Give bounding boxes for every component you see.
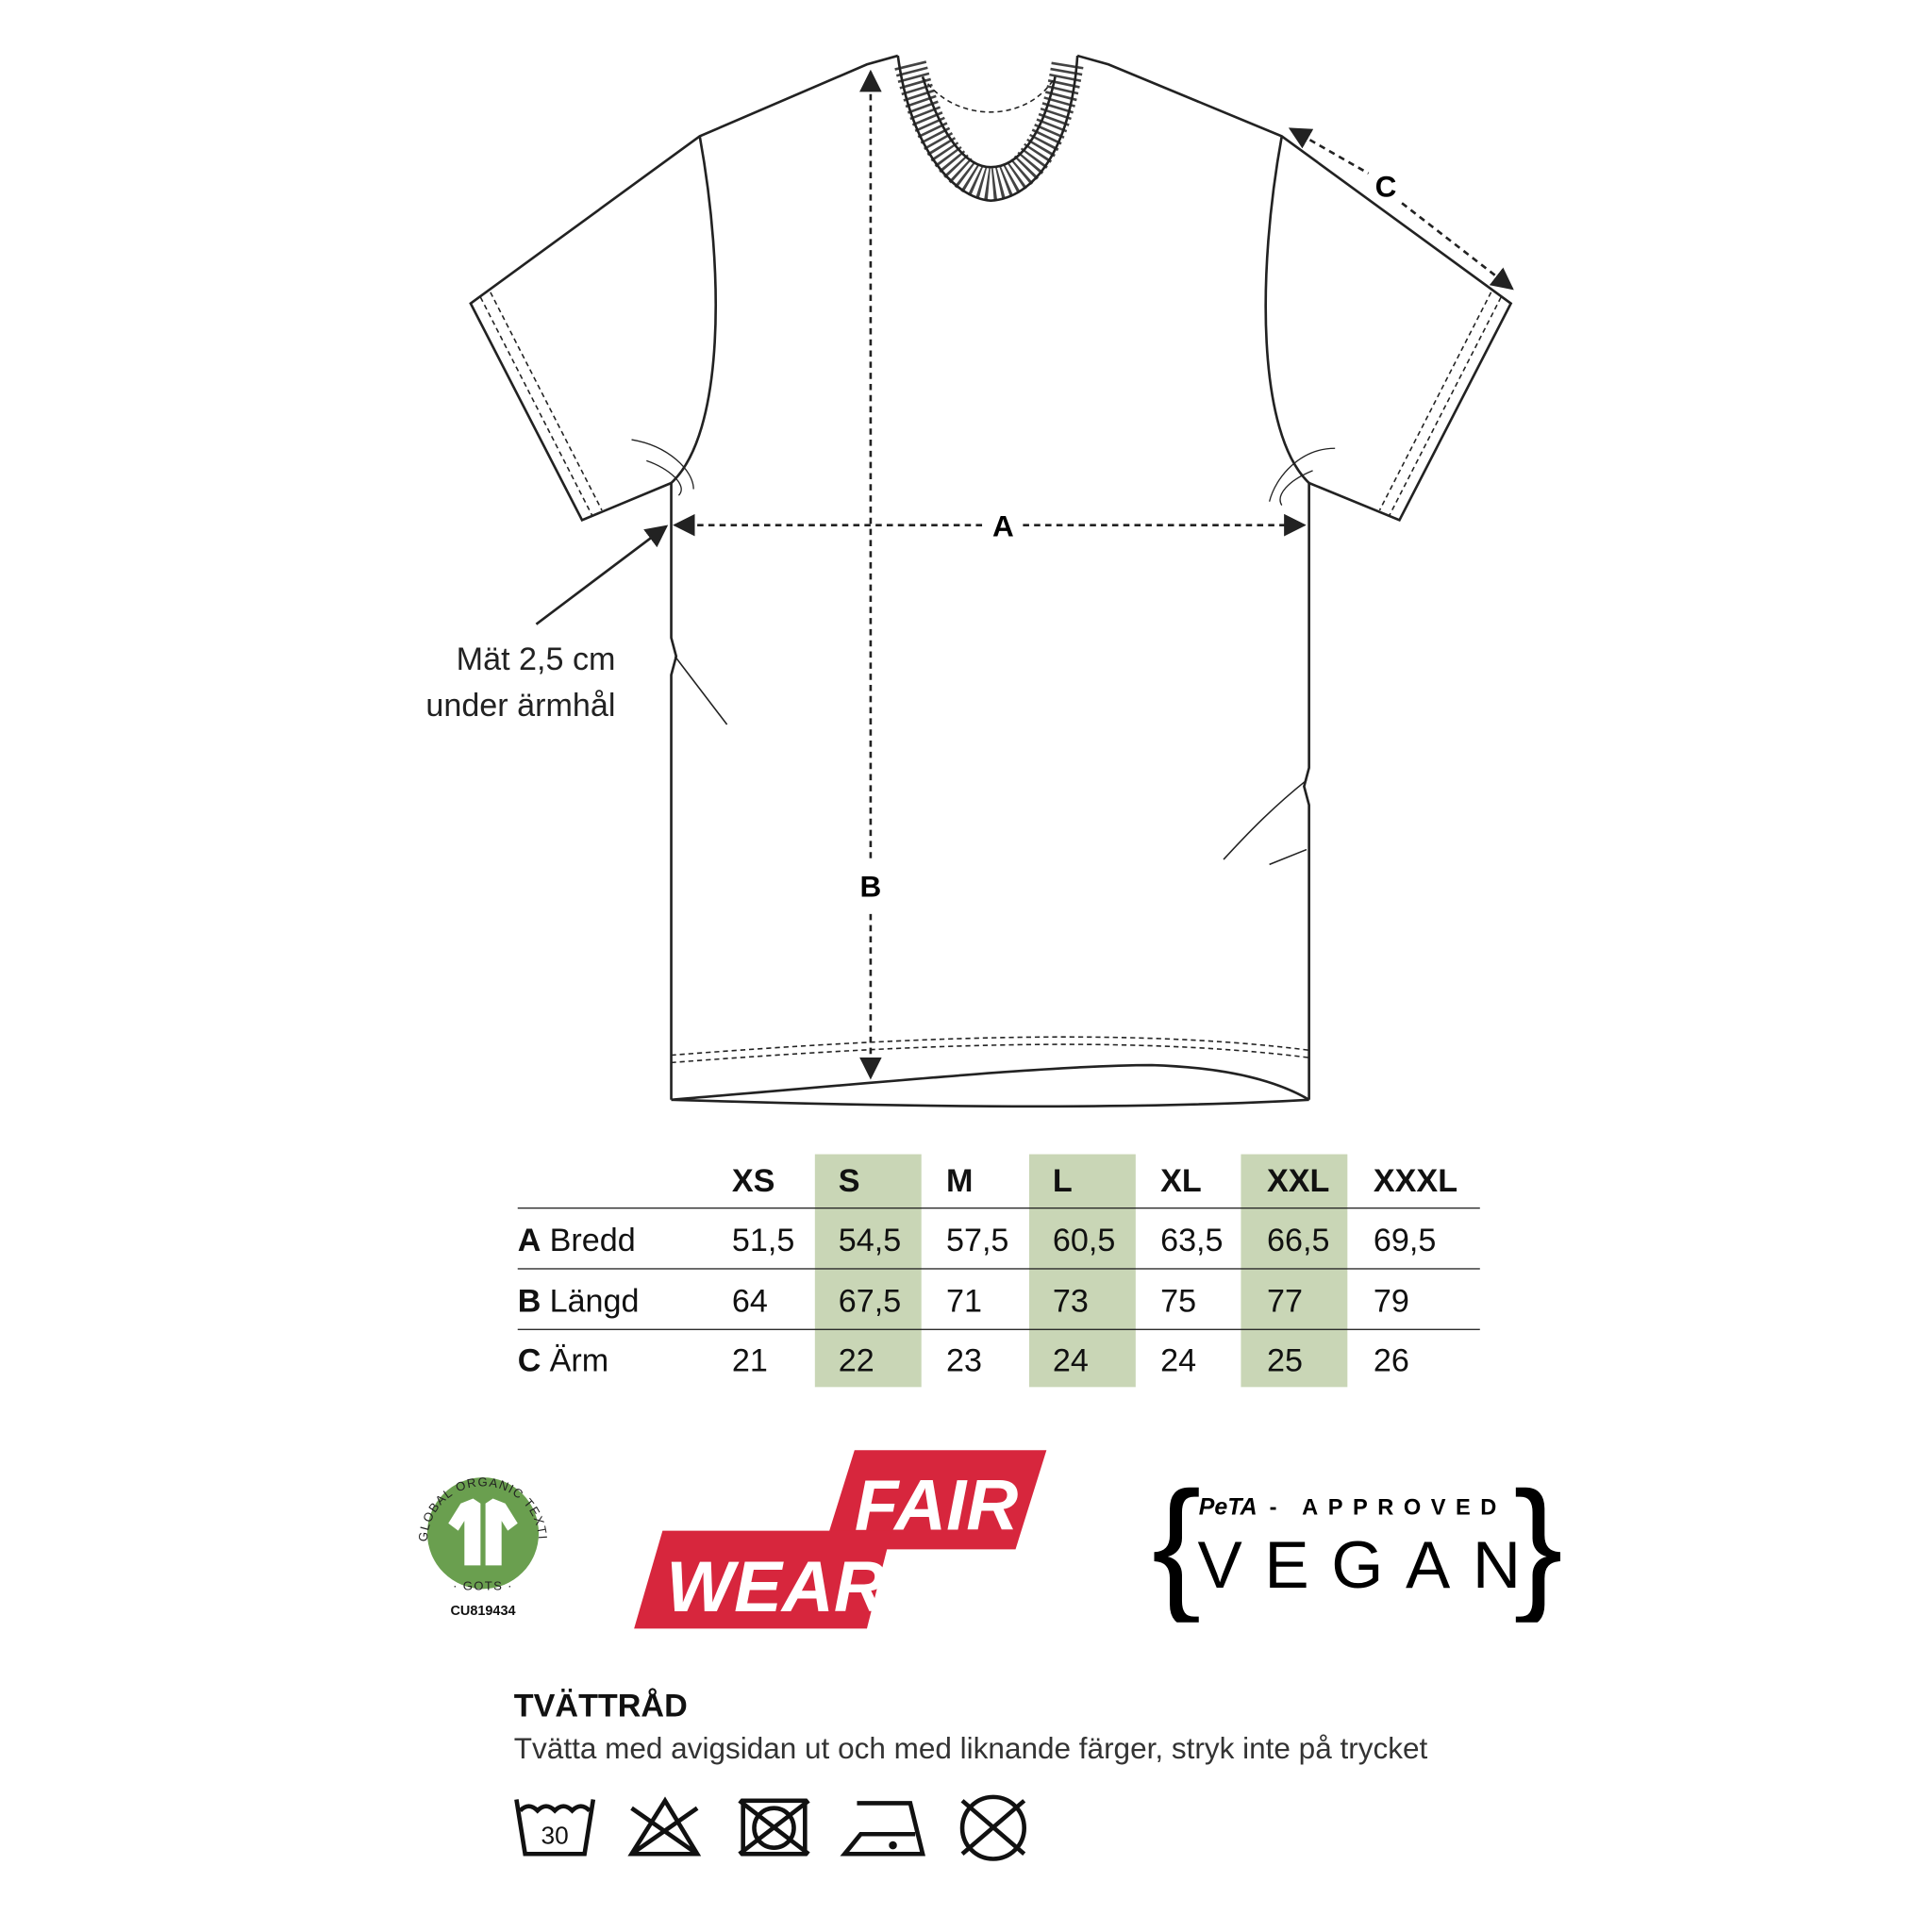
table-cell: 60,5 <box>1052 1221 1116 1258</box>
care-icons: 30 <box>514 1794 1026 1861</box>
table-cell: 26 <box>1373 1341 1409 1379</box>
svg-text:30: 30 <box>541 1822 569 1850</box>
table-cell: 25 <box>1266 1341 1303 1379</box>
armhole-pointer-arrow <box>535 525 669 625</box>
size-header-xl: XL <box>1160 1161 1202 1199</box>
row-name: Bredd <box>549 1221 636 1258</box>
sleeve-measure-line-top <box>1288 127 1370 175</box>
right-brace: } <box>1513 1461 1560 1623</box>
size-header-l: L <box>1052 1161 1073 1199</box>
row-label: B Längd <box>518 1282 640 1321</box>
label-c: C <box>1375 170 1397 204</box>
highlight-column-s <box>814 1154 922 1388</box>
fair-wear-logo: FAIR WEAR <box>634 1450 1047 1629</box>
size-header-xxxl: XXXL <box>1373 1161 1458 1199</box>
vegan-text: VEGAN <box>1197 1528 1542 1603</box>
peta-approved: - APPROVED <box>1270 1496 1507 1521</box>
row-label: C Ärm <box>518 1341 608 1380</box>
table-cell: 24 <box>1160 1341 1197 1379</box>
tshirt-diagram: A B C Mät 2,5 cm under ärmhål <box>425 54 1514 1108</box>
tshirt-outline <box>469 54 1513 1108</box>
size-header-xs: XS <box>731 1161 775 1199</box>
gots-bottom-text: · GOTS · <box>453 1579 513 1593</box>
table-cell: 64 <box>731 1281 768 1320</box>
table-cell: 75 <box>1160 1281 1197 1320</box>
row-name: Ärm <box>549 1341 609 1379</box>
gots-code: CU819434 <box>450 1604 515 1619</box>
size-header-s: S <box>838 1161 860 1199</box>
size-header-m: M <box>945 1161 974 1199</box>
table-cell: 66,5 <box>1266 1221 1330 1258</box>
table-cell: 23 <box>945 1341 982 1379</box>
care-title: TVÄTTRÅD <box>513 1687 688 1724</box>
table-cell: 24 <box>1052 1341 1089 1379</box>
left-brace: { <box>1152 1461 1202 1623</box>
care-text: Tvätta med avigsidan ut och med liknande… <box>513 1732 1428 1767</box>
measure-note-line1: Mät 2,5 cm <box>457 641 616 677</box>
table-cell: 73 <box>1052 1281 1089 1320</box>
row-key: A <box>517 1221 541 1258</box>
table-cell: 67,5 <box>838 1281 902 1320</box>
table-cell: 77 <box>1266 1281 1303 1320</box>
row-label: A Bredd <box>518 1221 636 1259</box>
table-cell: 57,5 <box>945 1221 1009 1258</box>
size-header-xxl: XXL <box>1266 1161 1330 1199</box>
label-b: B <box>860 869 882 903</box>
measure-note-line2: under ärmhål <box>425 688 615 724</box>
label-a: A <box>992 508 1014 542</box>
row-key: B <box>517 1281 541 1320</box>
table-cell: 51,5 <box>731 1221 795 1258</box>
sleeve-measure-line-bottom <box>1401 202 1514 291</box>
highlight-column-l <box>1028 1154 1136 1388</box>
gots-logo: GLOBAL ORGANIC TEXTILE STANDARD · GOTS ·… <box>403 1449 549 1619</box>
table-cell: 22 <box>838 1341 874 1379</box>
peta-vegan-logo: { } PeTA - APPROVED VEGAN <box>1152 1461 1560 1623</box>
row-name: Längd <box>549 1281 640 1320</box>
wear-text: WEAR <box>666 1547 886 1627</box>
highlight-column-xxl <box>1241 1154 1348 1388</box>
table-cell: 79 <box>1373 1281 1409 1320</box>
wash-30-icon: 30 <box>514 1799 596 1857</box>
table-cell: 21 <box>731 1341 768 1379</box>
iron-low-icon <box>840 1801 925 1857</box>
no-tumble-dry-icon <box>738 1798 810 1857</box>
table-cell: 54,5 <box>838 1221 902 1258</box>
fair-text: FAIR <box>855 1465 1018 1545</box>
no-dry-clean-icon <box>959 1794 1026 1861</box>
divider <box>517 1328 1480 1330</box>
table-cell: 71 <box>945 1281 982 1320</box>
table-cell: 63,5 <box>1160 1221 1224 1258</box>
peta-brand: PeTA <box>1199 1494 1257 1521</box>
row-key: C <box>517 1341 541 1379</box>
no-bleach-icon <box>627 1796 702 1857</box>
table-cell: 69,5 <box>1373 1221 1437 1258</box>
divider <box>517 1268 1480 1270</box>
